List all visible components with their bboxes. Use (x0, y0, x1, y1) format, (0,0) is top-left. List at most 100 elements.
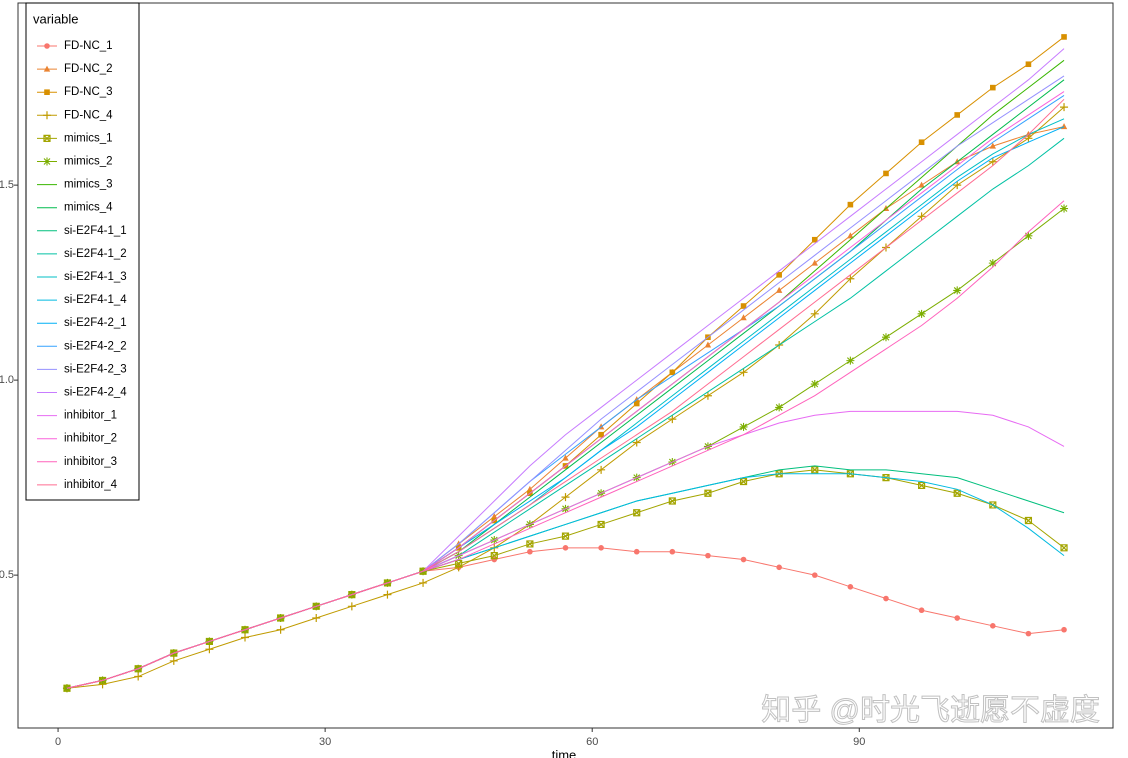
marker (43, 65, 51, 72)
marker (810, 380, 819, 389)
marker (276, 625, 285, 634)
marker (917, 309, 926, 318)
marker (705, 552, 711, 559)
marker (1024, 134, 1033, 143)
legend-label: si-E2F4-2_1 (64, 317, 127, 329)
marker (917, 481, 926, 490)
marker (811, 236, 818, 243)
legend-label: mimics_2 (64, 156, 113, 168)
marker (527, 548, 533, 555)
marker (1061, 34, 1067, 40)
marker (990, 623, 996, 629)
marker (490, 552, 498, 560)
marker (205, 645, 214, 654)
marker (633, 400, 640, 407)
y-tick-label: 0.5 (0, 569, 14, 581)
marker (847, 201, 854, 208)
legend-label: FD-NC_4 (64, 109, 113, 121)
legend-label: si-E2F4-2_2 (64, 340, 127, 352)
marker (953, 286, 962, 295)
marker (990, 84, 996, 91)
marker (883, 170, 889, 177)
marker (1060, 103, 1069, 112)
marker (703, 391, 712, 400)
marker (775, 286, 783, 293)
marker (953, 181, 962, 190)
x-axis-title: time (552, 747, 577, 758)
marker (739, 368, 748, 377)
y-tick-label: 1.5 (0, 179, 14, 191)
marker (918, 139, 925, 146)
marker (632, 438, 641, 447)
marker (1024, 516, 1033, 525)
x-tick-label: 30 (319, 736, 331, 748)
marker (597, 520, 605, 529)
marker (1025, 61, 1032, 68)
y-tick-label: 1.0 (0, 374, 14, 386)
marker (1061, 626, 1067, 633)
marker (44, 43, 50, 49)
marker (1024, 231, 1033, 240)
marker (1060, 204, 1069, 213)
marker (740, 303, 747, 309)
marker (988, 259, 997, 268)
marker (776, 564, 782, 571)
marker (847, 584, 854, 590)
marker (62, 684, 71, 693)
legend: variable FD-NC_1 FD-NC_2 FD-NC_3 FD-NC_4mim… (25, 2, 140, 501)
legend-label: inhibitor_4 (64, 479, 118, 491)
marker (917, 212, 926, 221)
marker (739, 422, 748, 431)
series (62, 103, 1069, 693)
legend-label: FD-NC_1 (64, 40, 113, 52)
legend-label: inhibitor_1 (64, 410, 117, 422)
marker (454, 563, 463, 572)
marker (1025, 630, 1032, 637)
marker (740, 314, 747, 321)
marker (43, 134, 51, 142)
series (66, 98, 1065, 689)
legend-label: inhibitor_3 (64, 456, 117, 468)
marker (775, 403, 784, 412)
legend-label: mimics_4 (64, 202, 113, 214)
series-line (66, 98, 1065, 689)
marker (669, 548, 676, 555)
marker (43, 157, 51, 166)
legend-title: variable (33, 11, 79, 26)
legend-label: mimics_3 (64, 179, 113, 191)
marker (776, 272, 782, 278)
marker (847, 232, 854, 239)
marker (419, 578, 428, 587)
marker (668, 497, 676, 505)
marker (598, 431, 604, 438)
marker (526, 485, 534, 492)
marker (918, 181, 925, 188)
x-tick-label: 0 (55, 736, 61, 748)
marker (347, 602, 356, 611)
legend-label: FD-NC_3 (64, 86, 113, 98)
marker (811, 572, 818, 578)
marker (883, 595, 889, 602)
watermark: 知乎 @时光飞逝愿不虚度 (761, 694, 1100, 727)
marker (704, 489, 712, 497)
marker (562, 545, 569, 551)
marker (669, 369, 676, 376)
marker (954, 112, 961, 118)
marker (846, 356, 855, 365)
marker (134, 672, 143, 681)
legend-label: inhibitor_2 (64, 433, 117, 445)
x-tick-label: 60 (586, 736, 598, 748)
marker (633, 509, 641, 517)
marker (881, 333, 890, 342)
marker (704, 341, 712, 348)
marker (811, 259, 818, 266)
x-tick-label: 90 (853, 736, 865, 748)
legend-box (25, 2, 140, 501)
marker (668, 415, 677, 424)
legend-label: si-E2F4-1_3 (64, 271, 127, 283)
legend-label: FD-NC_2 (64, 63, 113, 75)
legend-label: mimics_1 (64, 132, 113, 144)
marker (44, 89, 50, 95)
